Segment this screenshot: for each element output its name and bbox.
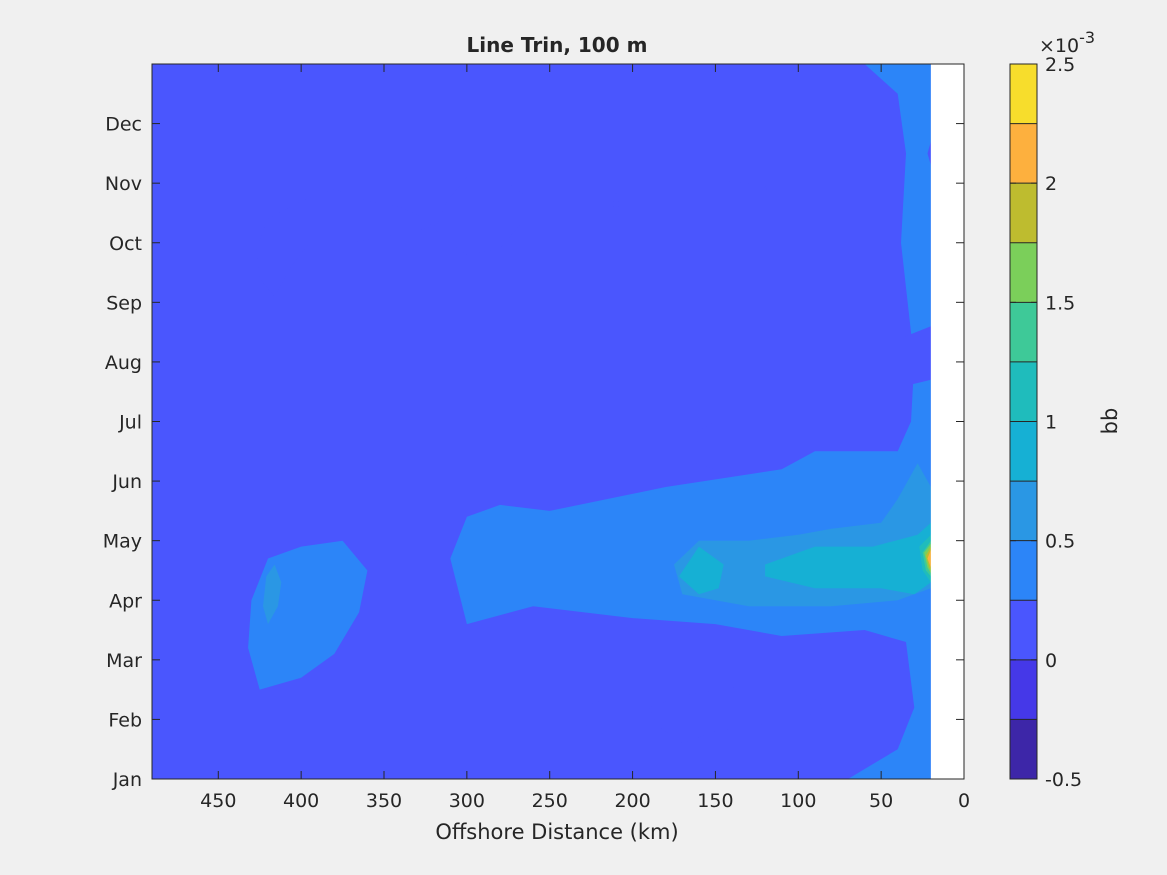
plot-area: 450 400 350 300 250 200 150 100 50 0 Jan Feb Mar Apr… — [103, 63, 970, 812]
colorbar-band — [1010, 659, 1037, 720]
y-tick-label: Dec — [105, 114, 142, 136]
y-tick-label: May — [103, 531, 142, 553]
colorbar-label: bb — [1098, 408, 1122, 435]
contour-region-17 — [612, 192, 620, 216]
colorbar-multiplier-base: ×10 — [1039, 35, 1079, 57]
colorbar-band — [1010, 719, 1037, 779]
colorbar-band — [1010, 183, 1037, 243]
contour-region-11 — [256, 177, 525, 297]
colorbar-tick-label: 1 — [1045, 412, 1057, 434]
x-tick-label: 50 — [869, 790, 893, 812]
x-tick-label: 300 — [449, 790, 485, 812]
colorbar-band — [1010, 600, 1037, 660]
contour-region-20 — [586, 698, 616, 735]
colorbar-tick-label: -0.5 — [1045, 769, 1082, 791]
contour-region-5 — [679, 546, 724, 595]
colorbar-exponent: -3 — [1079, 28, 1095, 47]
x-tick-label: 400 — [283, 790, 319, 812]
y-tick-label: Jul — [118, 412, 142, 434]
y-tick-label: Apr — [109, 590, 142, 612]
colorbar-band — [1010, 361, 1037, 422]
colorbar-tick-label: 2.5 — [1045, 54, 1075, 76]
y-tick-label: Mar — [106, 650, 142, 672]
colorbar-band — [1010, 242, 1037, 303]
y-tick-label: Sep — [106, 292, 142, 314]
colorbar-tick-label: 1.5 — [1045, 292, 1075, 314]
colorbar-multiplier: ×10-3 — [1039, 28, 1095, 57]
contour-region-16 — [857, 367, 873, 386]
y-tick-label: Nov — [105, 173, 142, 195]
colorbar: -0.5 0 0.5 1 1.5 2 2.5 ×10-3 bb — [1009, 28, 1122, 791]
colorbar-band — [1010, 123, 1037, 184]
y-tick-label: Aug — [105, 352, 142, 374]
x-tick-label: 0 — [958, 790, 970, 812]
y-tick-label: Feb — [108, 709, 142, 731]
colorbar-ticks: -0.5 0 0.5 1 1.5 2 2.5 — [1010, 54, 1082, 791]
contour-region-3 — [263, 564, 282, 625]
colorbar-tick-label: 0.5 — [1045, 531, 1075, 553]
contour-region-14 — [897, 326, 931, 386]
contour-region-13 — [693, 421, 752, 470]
colorbar-band — [1010, 540, 1037, 601]
contour-region-19 — [649, 683, 824, 744]
colorbar-band — [1010, 421, 1037, 482]
x-tick-label: 200 — [614, 790, 650, 812]
contour-fills — [248, 64, 931, 779]
colorbar-band — [1010, 64, 1037, 124]
y-tick-label: Jun — [111, 471, 142, 493]
x-tick-label: 150 — [697, 790, 733, 812]
colorbar-tick-label: 2 — [1045, 173, 1057, 195]
chart-title: Line Trin, 100 m — [467, 33, 648, 57]
colorbar-band — [1010, 302, 1037, 362]
x-tick-label: 250 — [532, 790, 568, 812]
contour-region-15 — [927, 141, 931, 166]
x-tick-label: 350 — [366, 790, 402, 812]
y-tick-label: Jan — [112, 769, 142, 791]
x-axis-label: Offshore Distance (km) — [435, 820, 678, 844]
contour-region-4 — [765, 522, 931, 595]
y-tick-label: Oct — [109, 233, 142, 255]
x-tick-label: 100 — [780, 790, 816, 812]
contour-region-21 — [259, 64, 293, 94]
contour-region-12 — [685, 180, 754, 237]
colorbar-bands — [1010, 64, 1037, 779]
x-axis-ticks: 450 400 350 300 250 200 150 100 50 0 — [200, 64, 970, 812]
colorbar-band — [1010, 481, 1037, 541]
x-tick-label: 450 — [200, 790, 236, 812]
contour-region-10 — [927, 549, 931, 568]
contour-region-18 — [763, 186, 767, 193]
y-axis-ticks: Jan Feb Mar Apr May Jun Jul Aug Sep Oct Nov Dec — [103, 114, 964, 791]
contour-region-22 — [259, 749, 293, 779]
colorbar-tick-label: 0 — [1045, 650, 1057, 672]
